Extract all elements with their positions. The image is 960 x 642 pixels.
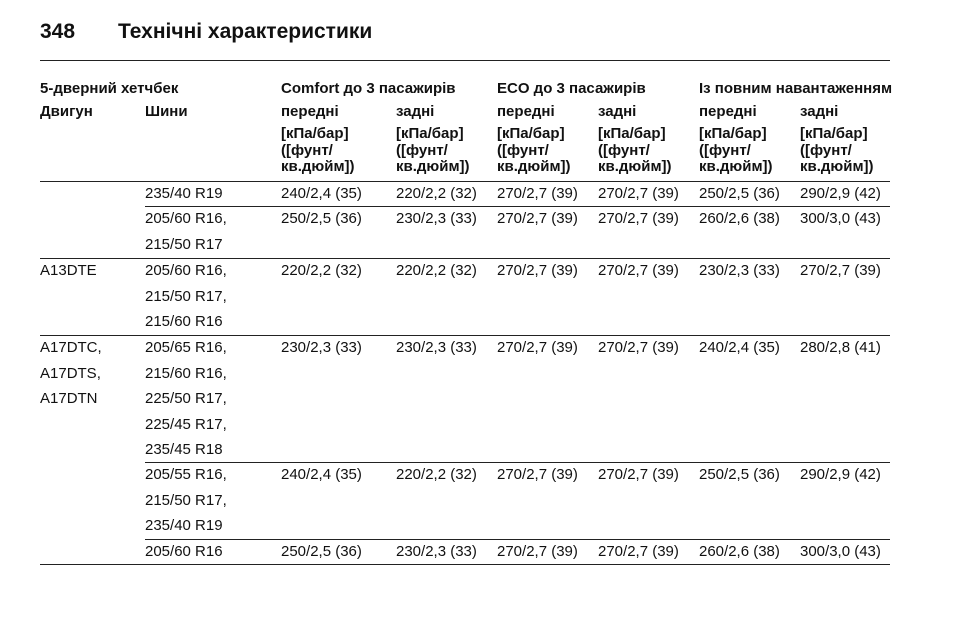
group-header: ECO до 3 пасажирів <box>497 80 646 97</box>
unit-label: ([фунт/ <box>396 141 448 159</box>
pressure: 250/2,5 (36) <box>281 543 362 560</box>
pressure: 230/2,3 (33) <box>281 339 362 356</box>
pressure: 240/2,4 (35) <box>281 466 362 483</box>
tyre-size: 205/65 R16, <box>145 339 227 356</box>
column-header: передні <box>281 103 339 120</box>
rule <box>40 60 890 61</box>
group-header: Із повним навантаженням <box>699 80 893 97</box>
pressure: 300/3,0 (43) <box>800 543 881 560</box>
pressure: 230/2,3 (33) <box>396 210 477 227</box>
column-header: передні <box>699 103 757 120</box>
unit-label: кв.дюйм]) <box>598 158 672 175</box>
unit-label: [кПа/бар] <box>699 125 767 142</box>
tyre-size: 235/40 R19 <box>145 517 223 534</box>
tyre-size: 215/50 R17, <box>145 287 227 305</box>
row-separator <box>145 462 890 463</box>
group-header: Comfort до 3 пасажирів <box>281 80 456 97</box>
tyre-size: 205/60 R16 <box>145 543 223 560</box>
unit-label: [кПа/бар] <box>281 125 349 142</box>
pressure: 300/3,0 (43) <box>800 210 881 227</box>
pressure: 270/2,7 (39) <box>800 262 881 279</box>
tyre-size: 225/50 R17, <box>145 390 227 407</box>
row-separator <box>40 564 890 565</box>
pressure: 270/2,7 (39) <box>598 210 679 227</box>
column-header: задні <box>598 103 637 120</box>
unit-label: кв.дюйм]) <box>800 158 874 175</box>
pressure: 270/2,7 (39) <box>497 185 578 202</box>
pressure: 240/2,4 (35) <box>699 339 780 356</box>
rule <box>40 181 890 182</box>
tyre-size: 235/45 R18 <box>145 441 223 458</box>
pressure: 280/2,8 (41) <box>800 339 881 356</box>
column-header: Шини <box>145 103 188 120</box>
pressure: 220/2,2 (32) <box>396 185 477 202</box>
unit-label: кв.дюйм]) <box>281 158 355 175</box>
pressure: 250/2,5 (36) <box>699 185 780 202</box>
pressure: 220/2,2 (32) <box>396 262 477 279</box>
row-separator <box>40 335 890 336</box>
unit-label: кв.дюйм]) <box>396 158 470 175</box>
pressure: 230/2,3 (33) <box>396 543 477 560</box>
unit-label: ([фунт/ <box>497 141 549 159</box>
tyre-size: 205/60 R16, <box>145 210 227 227</box>
pressure: 270/2,7 (39) <box>598 262 679 279</box>
tyre-size: 215/60 R16, <box>145 364 227 382</box>
pressure: 220/2,2 (32) <box>396 466 477 483</box>
column-header: передні <box>497 103 555 120</box>
pressure: 270/2,7 (39) <box>497 210 578 227</box>
unit-label: ([фунт/ <box>699 141 751 159</box>
pressure: 260/2,6 (38) <box>699 543 780 560</box>
pressure: 270/2,7 (39) <box>598 185 679 202</box>
pressure: 270/2,7 (39) <box>598 466 679 483</box>
unit-label: ([фунт/ <box>598 141 650 159</box>
engine: A17DTN <box>40 390 98 407</box>
unit-label: [кПа/бар] <box>800 125 868 142</box>
unit-label: кв.дюйм]) <box>699 158 773 175</box>
pressure: 270/2,7 (39) <box>598 543 679 560</box>
pressure: 250/2,5 (36) <box>281 210 362 227</box>
unit-label: ([фунт/ <box>281 141 333 159</box>
unit-label: [кПа/бар] <box>598 125 666 142</box>
pressure: 230/2,3 (33) <box>396 339 477 356</box>
pressure: 270/2,7 (39) <box>598 339 679 356</box>
row-separator <box>145 206 890 207</box>
row-separator <box>145 539 890 540</box>
pressure: 270/2,7 (39) <box>497 543 578 560</box>
engine: A17DTC, <box>40 339 102 356</box>
page-number: 348 <box>40 20 76 43</box>
tyre-size: 205/60 R16, <box>145 262 227 279</box>
engine: A17DTS, <box>40 364 101 382</box>
page-title: Технічні характеристики <box>118 20 373 43</box>
tyre-size: 215/50 R17, <box>145 491 227 509</box>
pressure: 260/2,6 (38) <box>699 210 780 227</box>
pressure: 270/2,7 (39) <box>497 466 578 483</box>
column-header: Двигун <box>40 103 93 120</box>
column-header: задні <box>396 103 435 120</box>
pressure: 290/2,9 (42) <box>800 185 881 202</box>
unit-label: кв.дюйм]) <box>497 158 571 175</box>
pressure: 270/2,7 (39) <box>497 339 578 356</box>
pressure: 220/2,2 (32) <box>281 262 362 279</box>
tyre-size: 225/45 R17, <box>145 415 227 433</box>
unit-label: [кПа/бар] <box>396 125 464 142</box>
pressure: 290/2,9 (42) <box>800 466 881 483</box>
pressure: 250/2,5 (36) <box>699 466 780 483</box>
tyre-size: 215/60 R16 <box>145 313 223 330</box>
column-header: задні <box>800 103 839 120</box>
pressure: 270/2,7 (39) <box>497 262 578 279</box>
tyre-size: 235/40 R19 <box>145 185 223 202</box>
engine: A13DTE <box>40 262 97 279</box>
row-separator <box>40 258 890 259</box>
pressure: 240/2,4 (35) <box>281 185 362 202</box>
unit-label: ([фунт/ <box>800 141 852 159</box>
tyre-size: 215/50 R17 <box>145 235 223 253</box>
pressure: 230/2,3 (33) <box>699 262 780 279</box>
group-header: 5-дверний хетчбек <box>40 80 179 97</box>
tyre-size: 205/55 R16, <box>145 466 227 483</box>
unit-label: [кПа/бар] <box>497 125 565 142</box>
